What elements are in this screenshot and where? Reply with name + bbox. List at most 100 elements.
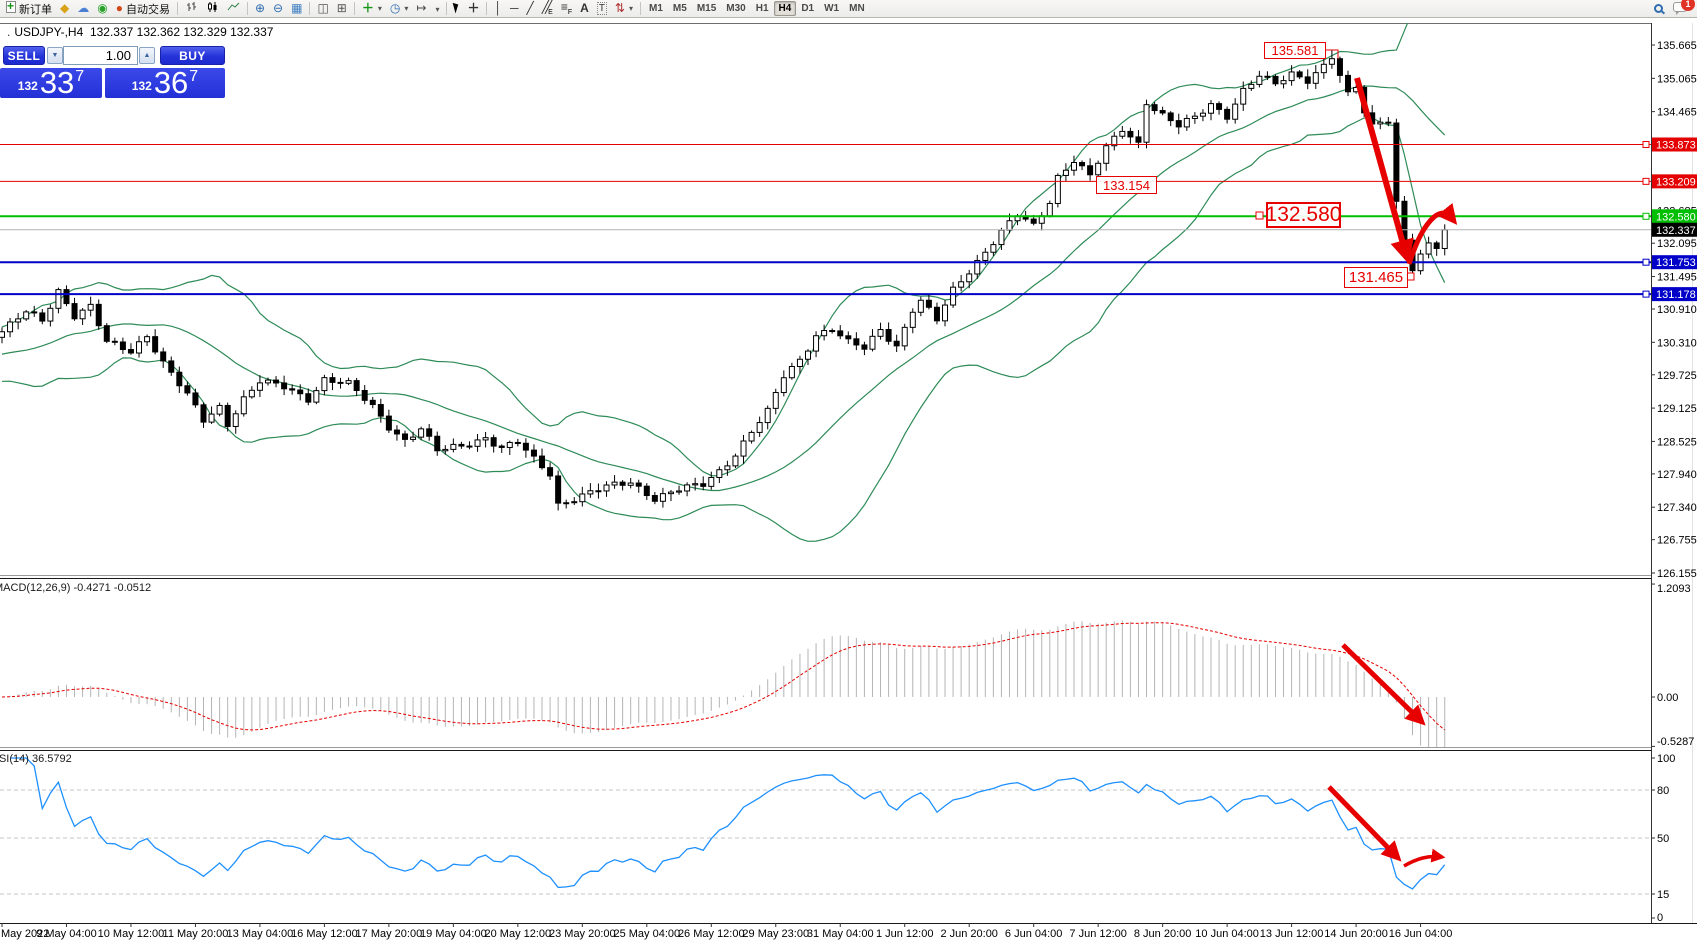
chart-shift-icon: ↦: [416, 1, 427, 15]
crosshair-button[interactable]: ＋: [463, 1, 483, 17]
sell-price-figure: 132: [17, 79, 38, 93]
timeframe-button-m15[interactable]: M15: [696, 3, 717, 14]
search-icon[interactable]: [1654, 4, 1663, 13]
timeframe-button-m30[interactable]: M30: [726, 3, 746, 14]
volume-field-wrap: [63, 46, 138, 65]
bar-chart-button[interactable]: [181, 1, 202, 17]
svg-text:130.910: 130.910: [1657, 304, 1697, 316]
cursor-button[interactable]: [450, 1, 463, 17]
price-badge-133.873: [1652, 137, 1697, 152]
sell-price-display[interactable]: 132 33 7: [0, 65, 102, 100]
signal-button[interactable]: ◉: [93, 1, 111, 17]
trendline-icon: ╱: [526, 1, 534, 15]
price-annotation-131.465[interactable]: 131.465: [1344, 267, 1408, 288]
trendline-button[interactable]: ╱: [522, 1, 537, 17]
clock-icon: ◷: [389, 1, 401, 15]
chevron-down-icon: ▾: [628, 4, 633, 13]
chevron-down-icon: ▾: [377, 4, 382, 13]
svg-text:29 May 23:00: 29 May 23:00: [742, 928, 809, 940]
volume-input[interactable]: [64, 47, 137, 64]
toolbar-separator: [446, 2, 448, 15]
svg-text:129.725: 129.725: [1657, 370, 1697, 382]
price-axis[interactable]: 135.665135.065134.465133.865133.265132.6…: [1651, 40, 1697, 924]
price-annotation-133.154[interactable]: 133.154: [1096, 176, 1157, 194]
notification-badge: 1: [1681, 0, 1695, 11]
timeframe-button-w1[interactable]: W1: [824, 3, 840, 14]
svg-text:126.155: 126.155: [1657, 568, 1697, 580]
arrows-button[interactable]: ⇅ ▾: [611, 1, 637, 17]
price-badge-133.209: [1652, 174, 1697, 189]
more-dropdown[interactable]: ▾: [430, 1, 443, 17]
horizontal-line-button[interactable]: ─: [506, 1, 523, 17]
svg-text:50: 50: [1657, 833, 1669, 845]
text-label-button[interactable]: T: [593, 1, 611, 17]
price-badge-132.337: [1652, 222, 1697, 237]
buy-price-point: 7: [189, 68, 199, 85]
marketwatch-button[interactable]: ◆: [56, 1, 73, 17]
tile-windows-button[interactable]: ▦: [287, 1, 306, 17]
vertical-line-button[interactable]: │: [490, 1, 506, 17]
add-indicator-button[interactable]: ＋ ▾: [358, 1, 386, 17]
community-button[interactable]: ☁: [73, 1, 93, 17]
profiles-button[interactable]: ⊞: [333, 1, 351, 17]
notifications-button[interactable]: 1: [1673, 0, 1695, 15]
symbol-name: USDJPY-,H4: [14, 25, 84, 39]
svg-text:11 May 20:00: 11 May 20:00: [163, 928, 229, 940]
volume-decrement-button[interactable]: ▼: [47, 47, 63, 64]
main-price-pane[interactable]: [0, 19, 1651, 542]
line-chart-button[interactable]: [223, 1, 244, 17]
rsi-pane[interactable]: [0, 757, 1651, 895]
sell-price-pips: 33: [39, 65, 75, 100]
svg-text:130.310: 130.310: [1657, 337, 1697, 349]
price-annotation-132.580[interactable]: 132.580: [1265, 202, 1342, 228]
timeframe-button-h1[interactable]: H1: [755, 3, 769, 14]
fibonacci-button[interactable]: ≡F: [557, 1, 576, 17]
zoom-out-button[interactable]: ⊖: [269, 1, 287, 17]
svg-text:135.065: 135.065: [1657, 73, 1697, 85]
price-chart-canvas[interactable]: 135.665135.065134.465133.865133.265132.6…: [0, 19, 1697, 945]
volume-increment-button[interactable]: ▲: [139, 47, 155, 64]
text-icon: A: [580, 1, 589, 15]
timeframe-button-m5[interactable]: M5: [672, 3, 687, 14]
new-order-button[interactable]: 新订单: [2, 0, 56, 17]
svg-text:20 May 12:00: 20 May 12:00: [485, 928, 552, 940]
timeframe-button-mn[interactable]: MN: [849, 3, 865, 14]
macd-pane[interactable]: [1, 620, 1446, 757]
svg-text:26 May 12:00: 26 May 12:00: [678, 928, 745, 940]
candle-chart-icon: [206, 1, 219, 16]
svg-text:16 Jun 04:00: 16 Jun 04:00: [1389, 928, 1453, 940]
svg-text:128.525: 128.525: [1657, 436, 1697, 448]
timeframe-button-h4[interactable]: H4: [773, 1, 797, 16]
text-button[interactable]: A: [576, 1, 593, 17]
autotrade-button[interactable]: ● 自动交易: [115, 1, 170, 16]
zoom-in-button[interactable]: ⊕: [251, 1, 269, 17]
svg-text:0: 0: [1657, 912, 1663, 924]
timeframe-button-m1[interactable]: M1: [649, 3, 663, 14]
channel-icon: ╱╱E: [541, 0, 553, 17]
candle-chart-button[interactable]: [202, 1, 223, 17]
svg-text:31 May 04:00: 31 May 04:00: [807, 928, 874, 940]
period-button[interactable]: ◷ ▾: [386, 1, 413, 17]
buy-price-display[interactable]: 132 36 7: [105, 67, 225, 98]
autotrade-icon: ●: [115, 1, 123, 15]
signal-icon: ◉: [97, 1, 108, 15]
svg-text:135.665: 135.665: [1657, 40, 1697, 52]
channel-button[interactable]: ╱╱E: [538, 1, 557, 17]
new-chart-button[interactable]: ◫: [313, 1, 332, 17]
toolbar-separator: [486, 2, 488, 15]
bollinger-middle: [1, 85, 1446, 492]
drawing-objects[interactable]: [1255, 49, 1458, 868]
svg-text:131.178: 131.178: [1656, 289, 1696, 301]
timeframe-button-d1[interactable]: D1: [801, 3, 815, 14]
sell-button[interactable]: SELL: [3, 46, 45, 65]
community-icon: ☁: [77, 1, 90, 15]
gold-icon: ◆: [60, 1, 70, 15]
price-annotation-135.581[interactable]: 135.581: [1264, 42, 1326, 59]
chart-shift-button[interactable]: ↦: [412, 1, 430, 17]
candlesticks: [0, 49, 1448, 511]
buy-button[interactable]: BUY: [160, 46, 225, 65]
svg-text:16 May 12:00: 16 May 12:00: [291, 928, 358, 940]
chart-window[interactable]: 135.665135.065134.465133.865133.265132.6…: [0, 19, 1697, 945]
